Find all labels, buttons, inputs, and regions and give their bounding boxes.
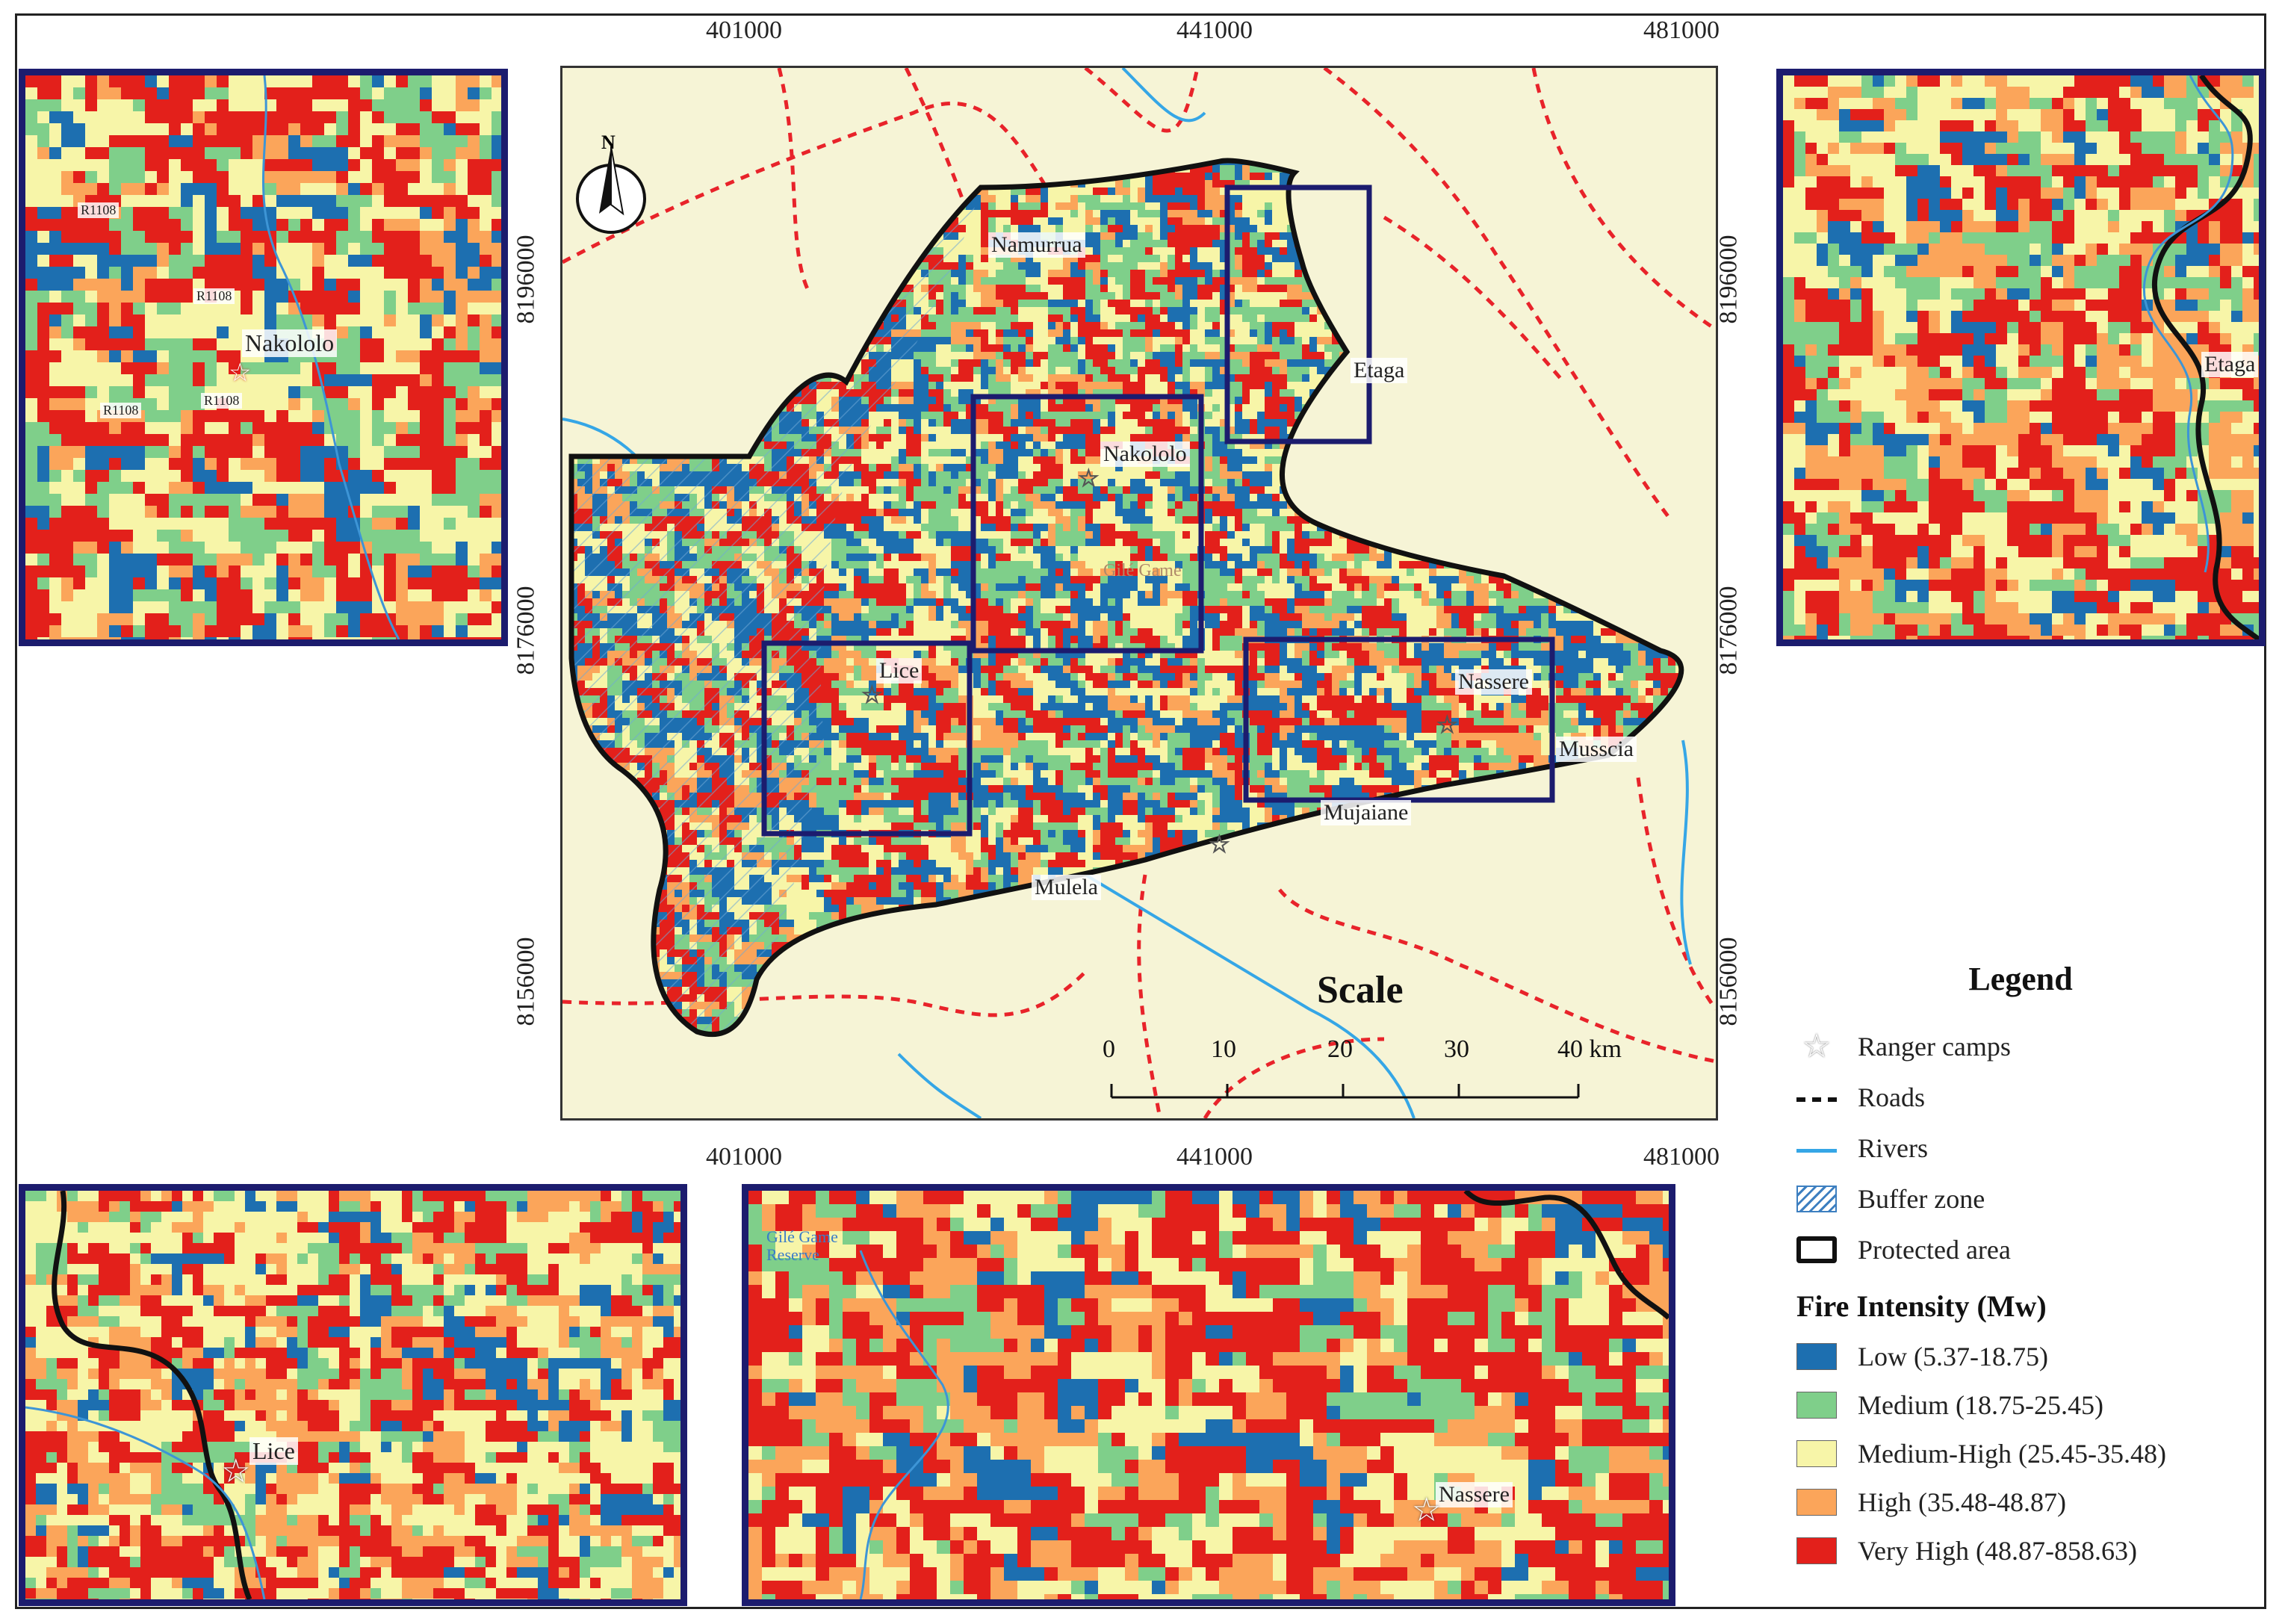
swatch-high bbox=[1796, 1489, 1837, 1516]
x-tick-bottom: 401000 bbox=[706, 1143, 782, 1171]
place-mulela: Mulela bbox=[1032, 875, 1101, 900]
swatch-medium bbox=[1796, 1392, 1837, 1419]
road-code-label: R1108 bbox=[193, 288, 235, 304]
x-tick-bottom: 481000 bbox=[1643, 1143, 1720, 1171]
inset-nassere-place: Nassere bbox=[1436, 1482, 1513, 1507]
inset-nassere: Gilé Game Reserve Nassere ☆ bbox=[742, 1184, 1675, 1606]
north-arrow-icon bbox=[576, 146, 646, 234]
scale-title: Scale bbox=[1317, 968, 1404, 1012]
inset-etaga-place: Etaga bbox=[2201, 352, 2259, 377]
inset-nakololo-raster bbox=[25, 75, 501, 639]
place-nakololo: Nakololo bbox=[1100, 441, 1190, 467]
dashed-line-icon bbox=[1796, 1097, 1837, 1102]
legend-item-ranger-camps: ☆ Ranger camps bbox=[1796, 1030, 2011, 1063]
line-icon bbox=[1796, 1148, 1837, 1153]
road-code-label: R1108 bbox=[201, 393, 243, 409]
inset-nassere-raster bbox=[748, 1191, 1669, 1599]
inset-lice-place: Lice bbox=[249, 1437, 298, 1465]
inset-reserve-label: Gilé Game Reserve bbox=[763, 1228, 881, 1264]
legend-item-rivers: Rivers bbox=[1796, 1132, 1928, 1164]
legend-class-medium-high: Medium-High (25.45-35.48) bbox=[1796, 1438, 2166, 1469]
main-map: ☆ ☆ ☆ ☆ N Namurrua Etaga Nakololo Gilé G… bbox=[560, 66, 1718, 1121]
inset-etaga: Etaga bbox=[1776, 69, 2266, 646]
place-musscia: Musscia bbox=[1556, 737, 1637, 762]
road-code-label: R1108 bbox=[100, 403, 142, 418]
legend-label: Ranger camps bbox=[1858, 1031, 2011, 1062]
place-etaga: Etaga bbox=[1351, 358, 1408, 383]
inset-nakololo: Nakololo R1108 R1108 R1108 R1108 ☆ bbox=[19, 69, 508, 646]
road-code-label: R1108 bbox=[78, 202, 120, 218]
place-nassere: Nassere bbox=[1455, 669, 1532, 695]
inset-etaga-raster bbox=[1783, 75, 2259, 639]
legend-label: Protected area bbox=[1858, 1234, 2011, 1265]
scale-label: 0 bbox=[1103, 1035, 1115, 1064]
inset-lice: Lice ☆ bbox=[19, 1184, 687, 1606]
legend-label: Buffer zone bbox=[1858, 1183, 1985, 1215]
rivers bbox=[562, 68, 1692, 1118]
x-tick-top: 441000 bbox=[1176, 16, 1253, 45]
north-label: N bbox=[601, 131, 616, 154]
x-tick-top: 481000 bbox=[1643, 16, 1720, 45]
scale-label: 40 km bbox=[1557, 1035, 1622, 1064]
legend-label: Roads bbox=[1858, 1082, 1925, 1113]
place-gile-game: Gilé Game bbox=[1100, 561, 1185, 581]
legend-title: Legend bbox=[1782, 960, 2260, 998]
scale-label: 10 bbox=[1211, 1035, 1236, 1064]
star-icon: ☆ bbox=[1796, 1030, 1837, 1063]
place-mujaiane: Mujaiane bbox=[1321, 800, 1412, 825]
legend-item-buffer-zone: Buffer zone bbox=[1796, 1183, 1985, 1215]
legend-item-protected-area: Protected area bbox=[1796, 1234, 2011, 1265]
legend-item-roads: Roads bbox=[1796, 1082, 1925, 1113]
figure-frame bbox=[15, 13, 2266, 1609]
swatch-medium-high bbox=[1796, 1440, 1837, 1467]
legend-label: Low (5.37-18.75) bbox=[1858, 1341, 2048, 1372]
legend-label: High (35.48-48.87) bbox=[1858, 1487, 2066, 1518]
scale-label: 20 bbox=[1327, 1035, 1353, 1064]
outline-box-icon bbox=[1796, 1236, 1837, 1263]
inset-nakololo-place: Nakololo bbox=[242, 329, 338, 357]
legend: Legend ☆ Ranger camps Roads Rivers Buffe… bbox=[1782, 960, 2260, 1587]
legend-intensity-title: Fire Intensity (Mw) bbox=[1796, 1289, 2047, 1324]
scale-bar bbox=[1110, 1084, 1580, 1099]
y-tick-left: 8176000 bbox=[512, 586, 541, 675]
y-tick-left: 8156000 bbox=[512, 937, 541, 1026]
place-namurrua: Namurrua bbox=[988, 232, 1085, 258]
y-tick-left: 8196000 bbox=[512, 235, 541, 324]
main-map-canvas: ☆ ☆ ☆ ☆ bbox=[562, 68, 1716, 1118]
x-tick-bottom: 441000 bbox=[1176, 1143, 1253, 1171]
place-lice: Lice bbox=[876, 658, 923, 684]
legend-class-very-high: Very High (48.87-858.63) bbox=[1796, 1535, 2137, 1566]
legend-class-low: Low (5.37-18.75) bbox=[1796, 1341, 2048, 1372]
ranger-camp-star-icon: ☆ bbox=[1412, 1491, 1441, 1529]
swatch-low bbox=[1796, 1343, 1837, 1370]
y-tick-right: 8156000 bbox=[1715, 937, 1743, 1026]
legend-class-medium: Medium (18.75-25.45) bbox=[1796, 1389, 2103, 1421]
ranger-camp-star-icon: ☆ bbox=[221, 1452, 250, 1490]
y-tick-right: 8176000 bbox=[1715, 586, 1743, 675]
swatch-very-high bbox=[1796, 1537, 1837, 1564]
inset-lice-raster bbox=[25, 1191, 680, 1599]
ranger-camp-star-icon: ☆ bbox=[229, 358, 251, 388]
ranger-camps: ☆ ☆ ☆ ☆ bbox=[861, 464, 1458, 858]
legend-label: Rivers bbox=[1858, 1132, 1928, 1164]
legend-label: Very High (48.87-858.63) bbox=[1858, 1535, 2137, 1566]
legend-class-high: High (35.48-48.87) bbox=[1796, 1487, 2066, 1518]
hatch-icon bbox=[1796, 1186, 1837, 1212]
legend-label: Medium (18.75-25.45) bbox=[1858, 1389, 2103, 1421]
scale-label: 30 bbox=[1444, 1035, 1469, 1064]
legend-label: Medium-High (25.45-35.48) bbox=[1858, 1438, 2166, 1469]
y-tick-right: 8196000 bbox=[1715, 235, 1743, 324]
x-tick-top: 401000 bbox=[706, 16, 782, 45]
